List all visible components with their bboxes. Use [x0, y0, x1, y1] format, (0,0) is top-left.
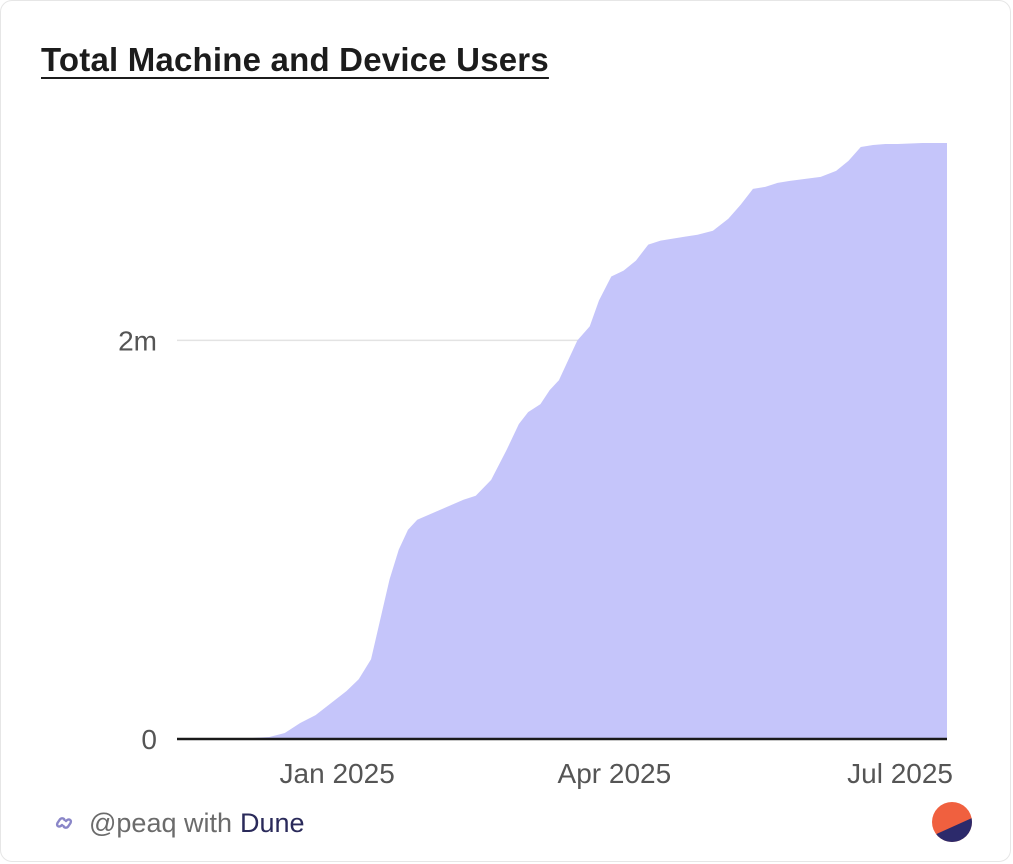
link-icon[interactable]: [53, 812, 75, 834]
author-handle[interactable]: @peaq with: [89, 807, 232, 838]
area-series-fill[interactable]: [177, 142, 947, 740]
y-tick-label: 0: [141, 724, 157, 755]
area-layer: [177, 142, 947, 740]
x-tick-label: Apr 2025: [558, 758, 672, 789]
x-tick-label: Jan 2025: [280, 758, 395, 789]
dune-logo-icon[interactable]: [932, 802, 972, 842]
chart-title[interactable]: Total Machine and Device Users: [41, 41, 549, 78]
axis-layer: 0 2m Jan 2025 Apr 2025 Jul 2025: [118, 325, 953, 789]
x-tick-label: Jul 2025: [847, 758, 953, 789]
dune-brand-link[interactable]: Dune: [240, 807, 305, 838]
chart-footer: @peaq with Dune: [53, 805, 305, 841]
y-tick-label: 2m: [118, 325, 157, 356]
